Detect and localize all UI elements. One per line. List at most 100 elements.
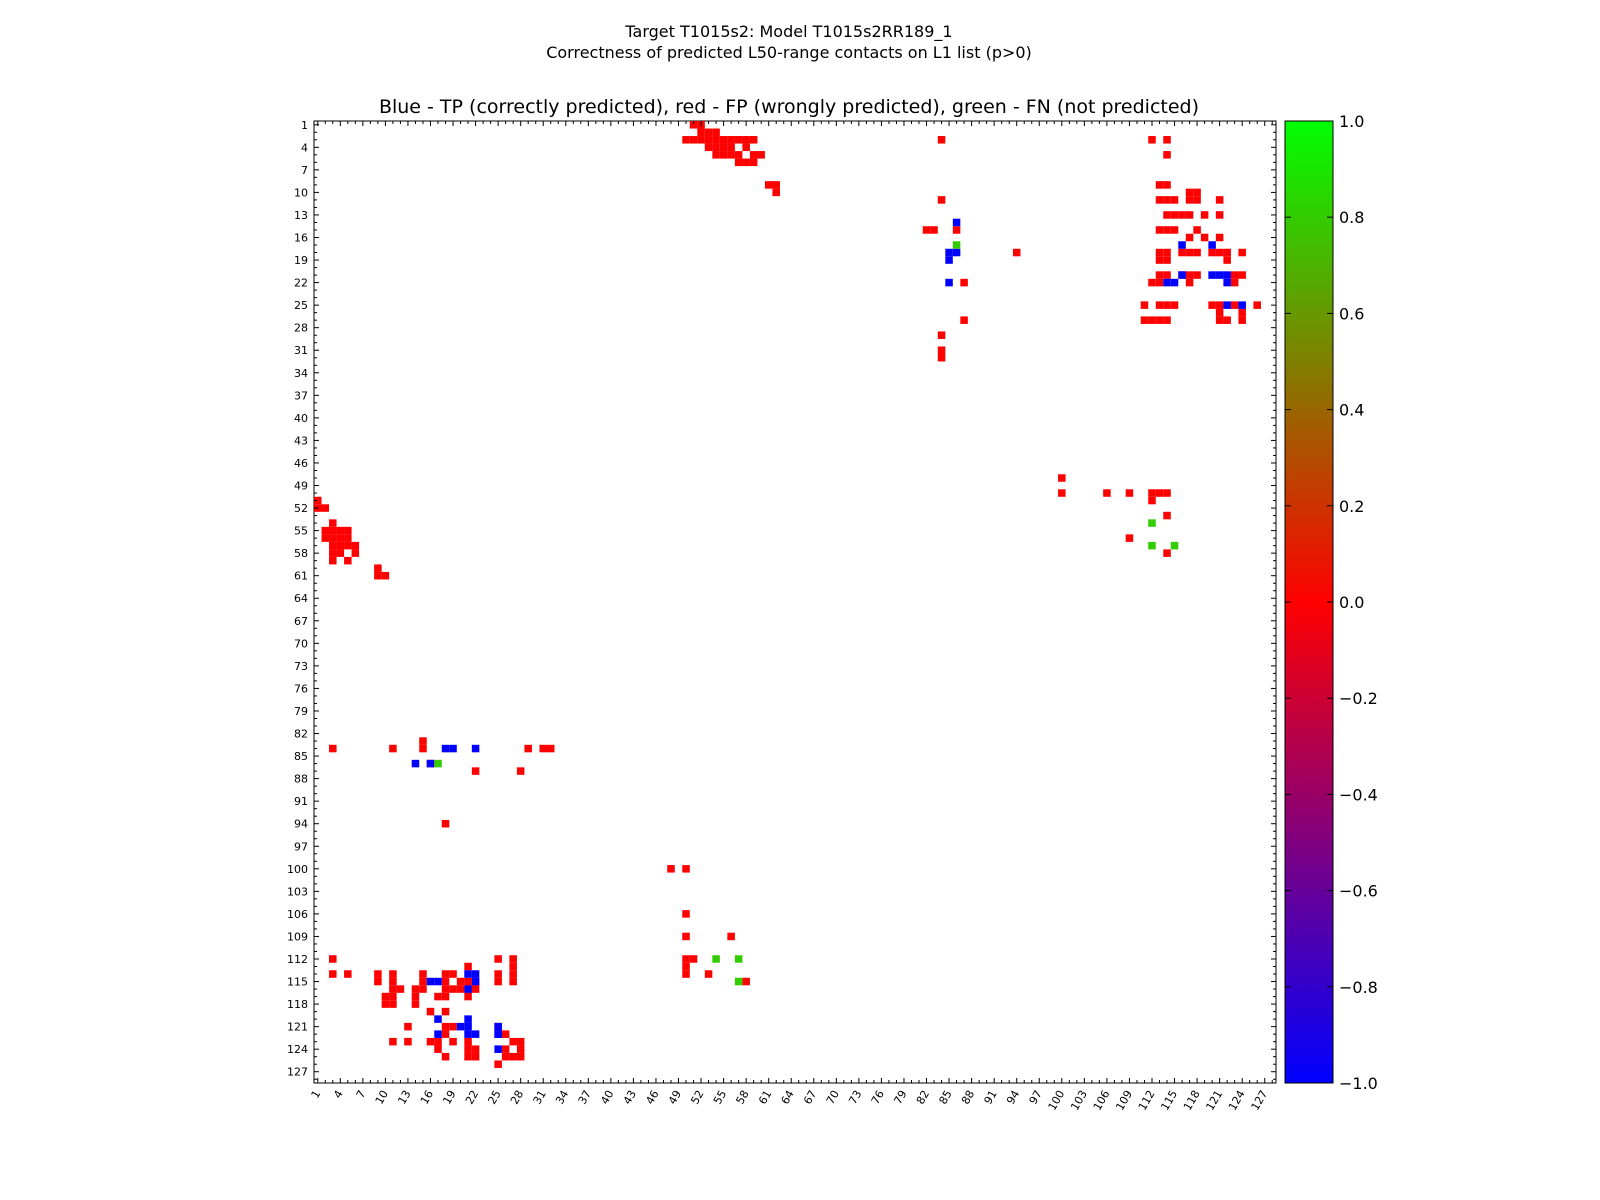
y-tick-label: 67 [294, 615, 308, 628]
fp-cell [1170, 196, 1179, 204]
fp-cell [509, 955, 517, 963]
plot-title: Blue - TP (correctly predicted), red - F… [379, 96, 1199, 118]
x-tick-label: 52 [688, 1088, 706, 1107]
fp-cell [344, 541, 352, 550]
y-tick-label: 64 [294, 592, 308, 605]
fp-cell [329, 534, 337, 542]
tp-cell [1223, 271, 1231, 279]
fp-cell [464, 1037, 472, 1046]
fp-cell [389, 1000, 397, 1008]
fp-cell [494, 977, 502, 986]
tp-cell [464, 1022, 472, 1031]
fp-cell [509, 1037, 517, 1046]
fp-cell [1223, 248, 1231, 257]
y-tick-label: 52 [294, 502, 308, 515]
fp-cell [1155, 301, 1164, 309]
fp-cell [1103, 489, 1111, 497]
x-tick-label: 73 [846, 1088, 864, 1107]
x-tick-label: 28 [508, 1088, 526, 1107]
y-tick-label: 88 [294, 773, 308, 786]
fp-cell [1200, 211, 1209, 219]
fp-cell [734, 136, 743, 144]
fp-cell [689, 955, 698, 963]
fp-cell [389, 970, 397, 978]
tp-cell [952, 248, 961, 257]
fp-cell [524, 744, 532, 753]
fp-cell [441, 977, 450, 986]
tp-cell [1223, 278, 1231, 287]
fp-cell [1193, 271, 1201, 279]
fp-cell [1253, 301, 1261, 309]
y-tick-label: 40 [294, 412, 308, 425]
fp-cell [336, 534, 345, 542]
fp-cell [697, 136, 705, 144]
fp-cell [471, 1052, 480, 1061]
tp-cell [1163, 278, 1171, 287]
tp-cell [464, 1030, 472, 1038]
figure-title-line1: Target T1015s2: Model T1015s2RR189_1 [624, 22, 952, 42]
fn-cell [712, 955, 720, 963]
fp-cell [351, 549, 360, 557]
fp-cell [719, 143, 728, 152]
fp-cell [1148, 489, 1156, 497]
colorbar-tick-label: −0.4 [1339, 785, 1378, 804]
fp-cell [374, 970, 382, 978]
fp-cell [704, 136, 713, 144]
y-tick-label: 58 [294, 547, 308, 560]
tp-cell [411, 759, 420, 768]
fp-cell [1208, 301, 1216, 309]
fp-cell [667, 865, 675, 873]
fp-cell [329, 541, 337, 550]
fp-cell [1215, 233, 1224, 242]
fp-cell [1215, 196, 1224, 204]
x-tick-label: 76 [869, 1088, 887, 1107]
y-tick-label: 94 [294, 818, 308, 831]
y-tick-label: 85 [294, 750, 308, 763]
fp-cell [434, 1037, 442, 1046]
fp-cell [546, 744, 555, 753]
fp-cell [336, 526, 345, 535]
y-tick-label: 73 [294, 660, 308, 673]
y-tick-label: 61 [294, 570, 308, 583]
fp-cell [764, 181, 773, 189]
y-tick-label: 4 [301, 141, 308, 154]
tp-cell [471, 977, 480, 986]
fp-cell [449, 1022, 457, 1031]
fp-cell [464, 992, 472, 1001]
tp-cell [434, 1030, 442, 1038]
fp-cell [404, 1037, 412, 1046]
fp-cell [389, 992, 397, 1001]
fp-cell [381, 1000, 390, 1008]
y-tick-label: 19 [294, 254, 308, 267]
fp-cell [1163, 301, 1171, 309]
fp-cell [727, 136, 735, 144]
fp-cell [434, 1045, 442, 1053]
fp-cell [1238, 271, 1246, 279]
fp-cell [712, 143, 720, 152]
fp-cell [509, 1052, 517, 1061]
y-tick-label: 34 [294, 367, 308, 380]
y-tick-label: 13 [294, 209, 308, 222]
fp-cell [727, 932, 735, 941]
x-tick-label: 19 [440, 1088, 458, 1107]
tp-cell [952, 218, 961, 227]
x-tick-label: 31 [531, 1088, 549, 1107]
colorbar-tick-label: −0.6 [1339, 882, 1378, 901]
fp-cell [441, 1007, 450, 1016]
fp-cell [389, 985, 397, 993]
fn-cell [434, 759, 442, 768]
fp-cell [1230, 278, 1239, 287]
y-tick-label: 28 [294, 322, 308, 335]
fp-cell [742, 158, 750, 167]
x-tick-label: 124 [1226, 1088, 1248, 1113]
y-tick-label: 115 [287, 976, 308, 989]
x-tick-label: 97 [1027, 1088, 1045, 1107]
fp-cell [1185, 271, 1194, 279]
fp-cell [494, 970, 502, 978]
tp-cell [434, 977, 442, 986]
fp-cell [960, 316, 968, 324]
fp-cell [1170, 211, 1179, 219]
x-tick-label: 13 [395, 1088, 413, 1107]
fp-cell [1163, 136, 1171, 144]
